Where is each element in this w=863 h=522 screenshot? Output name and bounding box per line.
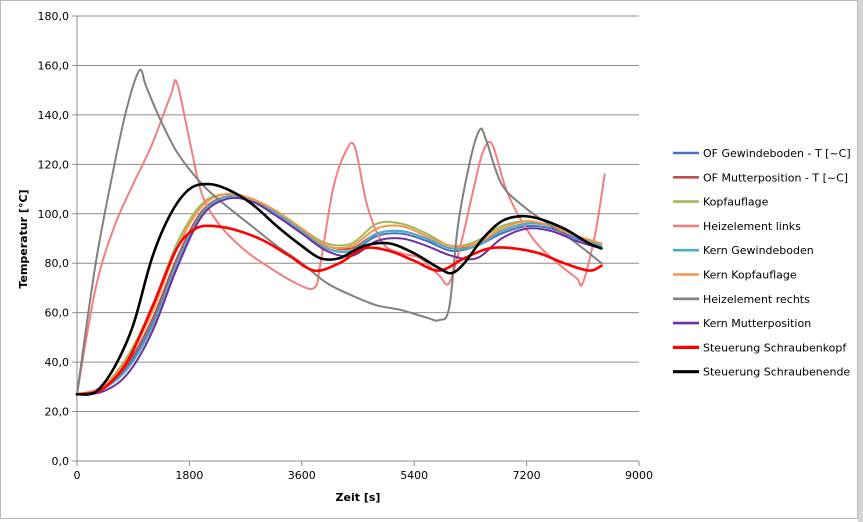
window-edge xyxy=(858,0,863,522)
axes xyxy=(72,15,640,466)
gridlines xyxy=(77,15,639,413)
y-tick-label: 60,0 xyxy=(45,307,70,320)
legend-label: Heizelement rechts xyxy=(703,293,810,306)
y-tick-label: 160,0 xyxy=(38,59,70,72)
legend-label: Kopfauflage xyxy=(703,196,769,209)
series-line-8 xyxy=(75,224,603,396)
x-tick-label: 7200 xyxy=(513,469,541,482)
legend-label: Kern Mutterposition xyxy=(703,317,811,330)
x-tick-label: 0 xyxy=(74,469,81,482)
y-tick-label: 80,0 xyxy=(45,257,70,270)
y-tick-label: 40,0 xyxy=(45,356,70,369)
x-axis-title: Zeit [s] xyxy=(336,491,381,504)
legend-label: Kern Gewindeboden xyxy=(703,244,814,257)
series-line-4 xyxy=(76,194,603,396)
y-tick-label: 120,0 xyxy=(38,158,70,171)
x-tick-label: 1800 xyxy=(175,469,203,482)
legend: OF Gewindeboden - T [~C] OF Mutterpositio… xyxy=(673,147,851,379)
series-line-3 xyxy=(76,79,606,396)
legend-label: Steuerung Schraubenende xyxy=(703,366,850,379)
series-line-7 xyxy=(76,196,603,396)
y-tick-label: 20,0 xyxy=(45,406,70,419)
legend-label: Kern Kopfauflage xyxy=(703,269,797,282)
legend-label: OF Mutterposition - T [~C] xyxy=(703,171,848,184)
x-tick-label: 3600 xyxy=(288,469,316,482)
series-line-6 xyxy=(76,68,603,396)
x-tick-label: 9000 xyxy=(625,469,653,482)
y-tick-label: 180,0 xyxy=(38,10,70,23)
tick-labels: 0,0 20,0 40,0 60,0 80,0 100,0 120,0 140,0 160,0 1… xyxy=(38,10,654,482)
y-tick-label: 100,0 xyxy=(38,208,70,221)
x-tick-label: 5400 xyxy=(400,469,428,482)
y-tick-label: 0,0 xyxy=(52,455,70,468)
series-line-5 xyxy=(76,192,603,396)
legend-label: Steuerung Schraubenkopf xyxy=(703,341,847,354)
y-axis-title: Temperatur [°C] xyxy=(17,189,30,288)
y-tick-label: 140,0 xyxy=(38,109,70,122)
series-line-9 xyxy=(75,182,603,396)
legend-label: Heizelement links xyxy=(703,220,801,233)
series-lines xyxy=(75,68,606,396)
legend-label: OF Gewindeboden - T [~C] xyxy=(703,147,851,160)
series-line-1 xyxy=(76,194,603,396)
